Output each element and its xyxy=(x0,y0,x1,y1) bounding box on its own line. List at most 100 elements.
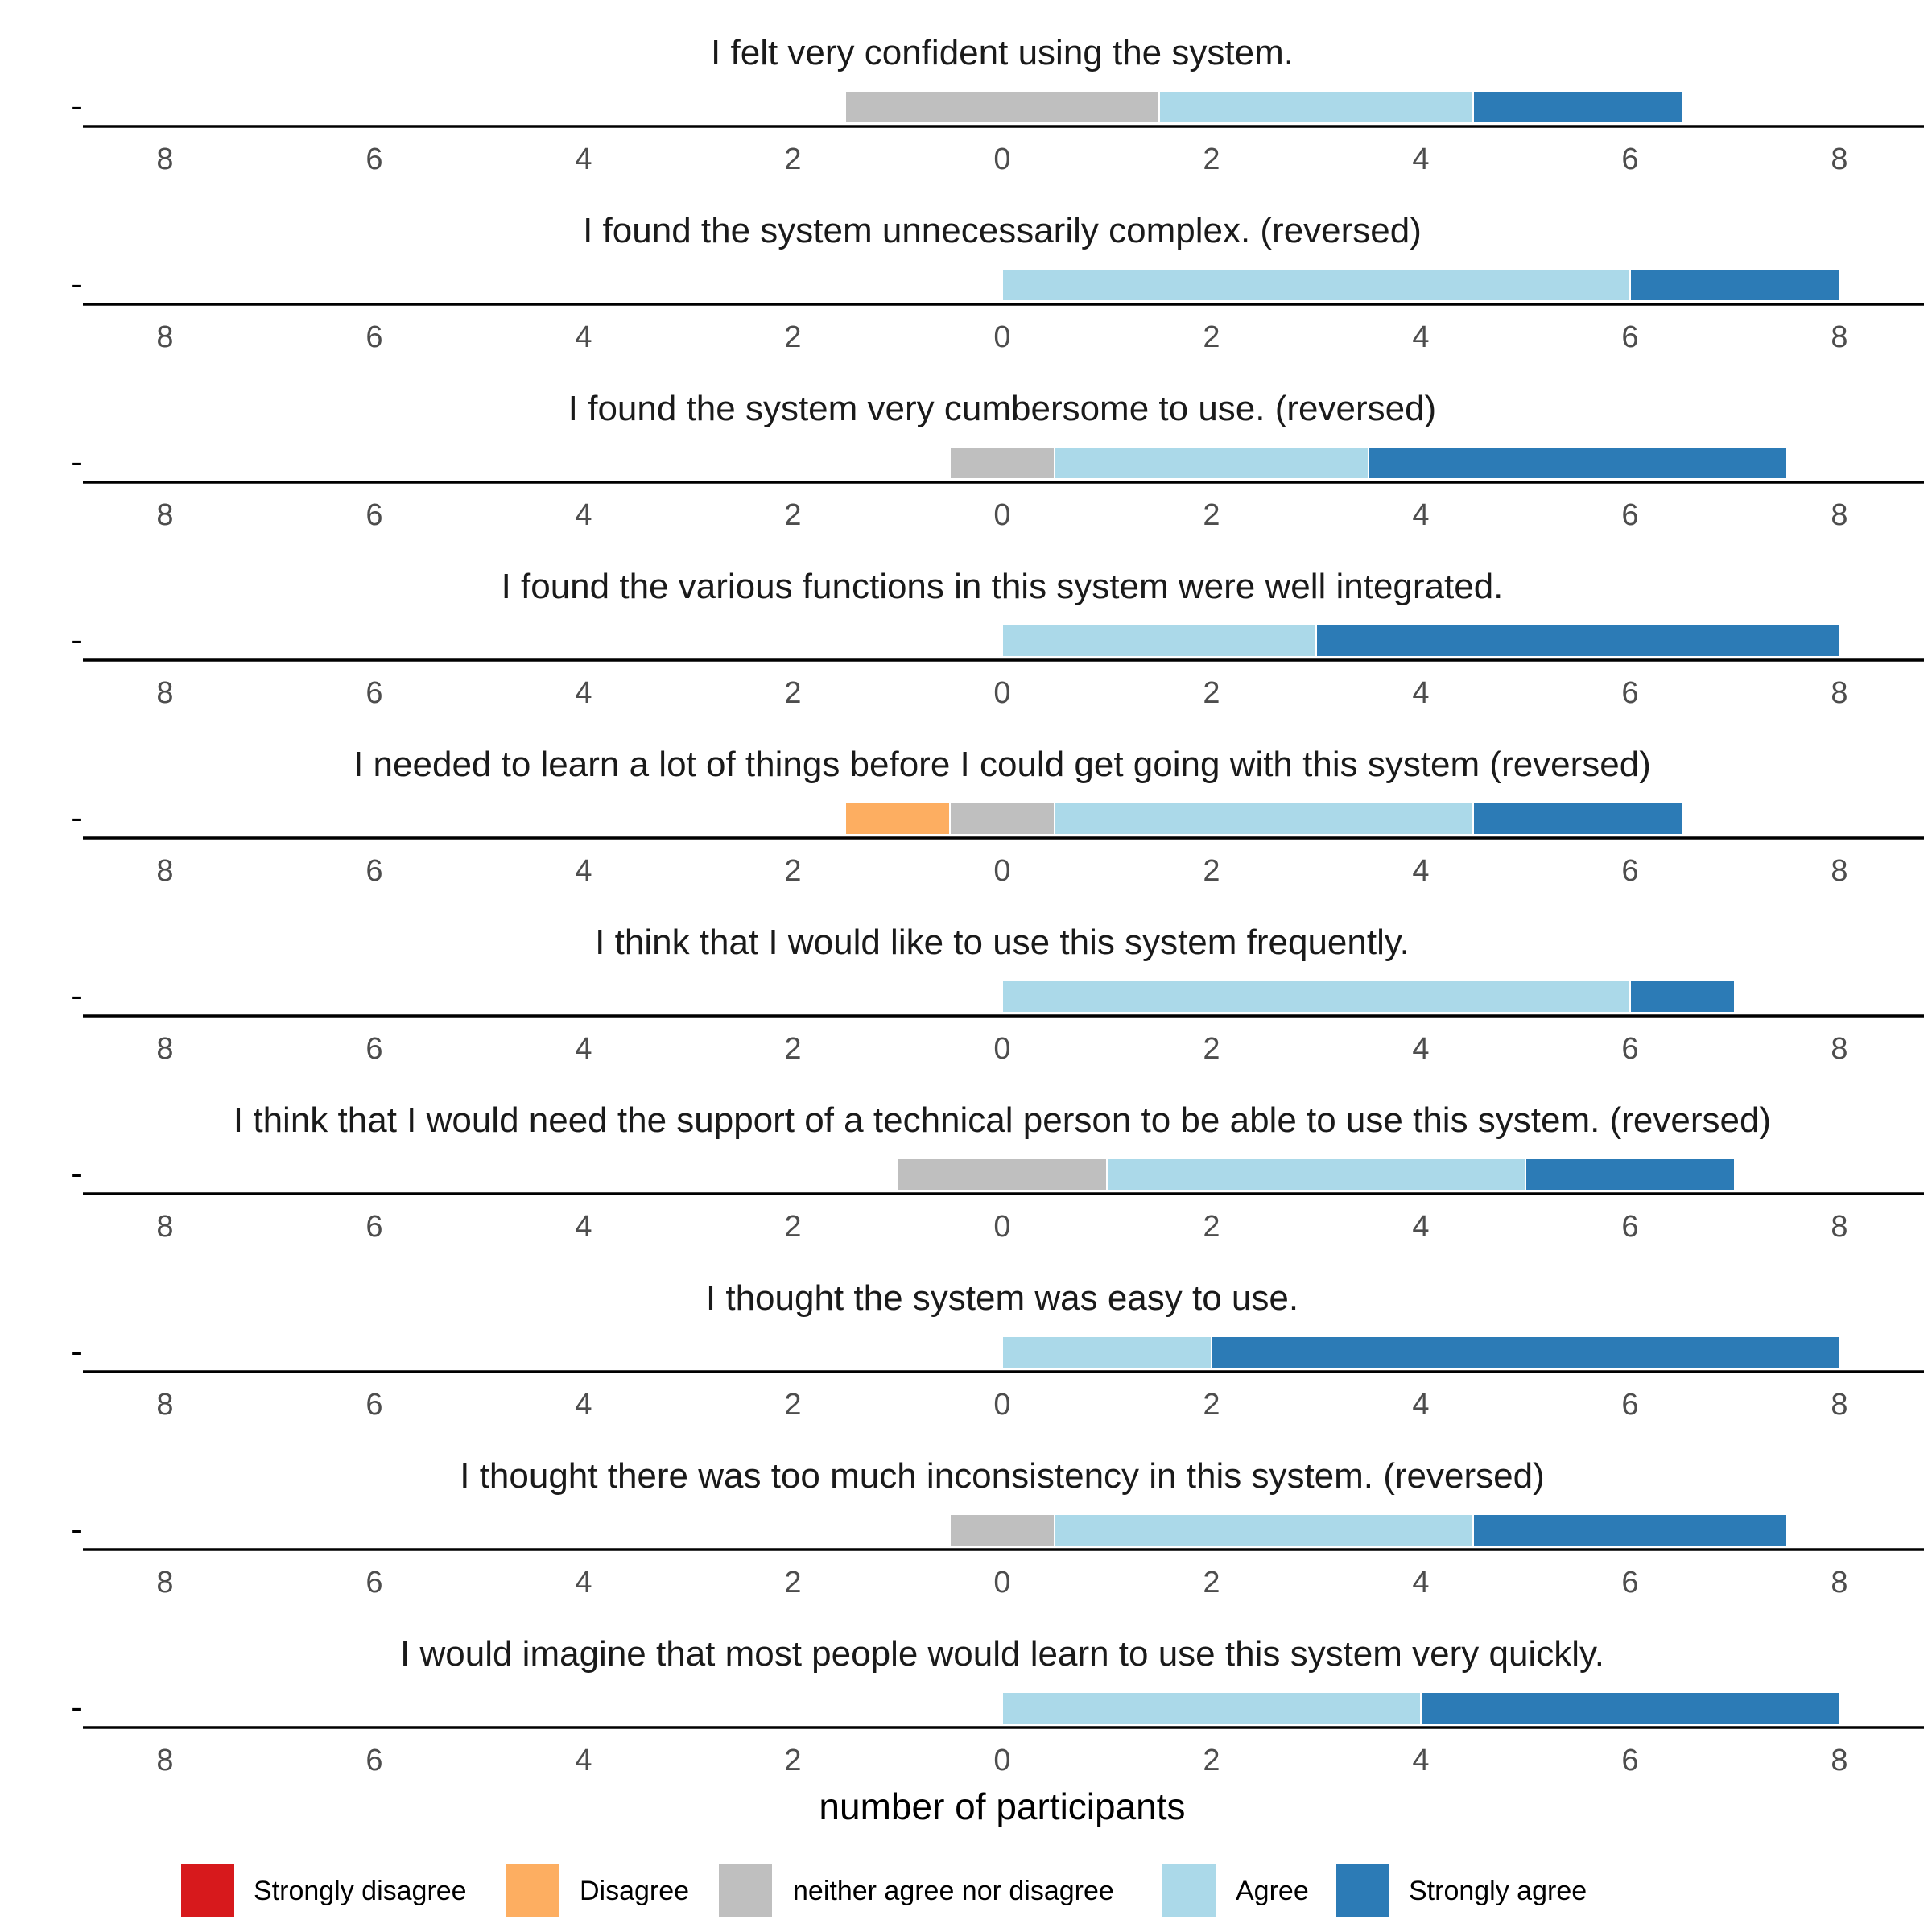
x-tick-label: 4 xyxy=(1412,142,1429,176)
legend-swatch xyxy=(719,1864,772,1917)
bar-segment xyxy=(1525,1158,1736,1191)
panels: I felt very confident using the system. -… xyxy=(71,33,1924,1777)
panel: I think that I would need the support of… xyxy=(71,1100,1924,1244)
panel-title: I found the system unnecessarily complex… xyxy=(583,211,1422,250)
x-tick-label: 4 xyxy=(575,1744,592,1777)
legend-label: Strongly agree xyxy=(1409,1876,1587,1906)
legend-label: neither agree nor disagree xyxy=(793,1876,1114,1906)
bar-segment xyxy=(844,802,951,836)
x-tick-label: 6 xyxy=(365,854,382,888)
bar-segment xyxy=(949,1513,1055,1547)
legend-label: Agree xyxy=(1236,1876,1309,1906)
x-tick-label: 8 xyxy=(1831,320,1847,354)
x-tick-label: 2 xyxy=(1203,320,1220,354)
x-tick-label: 2 xyxy=(1203,1210,1220,1244)
x-tick-label: 0 xyxy=(993,320,1010,354)
x-tick-label: 8 xyxy=(1831,854,1847,888)
x-tick-label: 2 xyxy=(1203,676,1220,710)
x-tick-label: 2 xyxy=(1203,1032,1220,1066)
bar-segment xyxy=(1001,1691,1422,1725)
x-tick-label: 2 xyxy=(1203,498,1220,532)
bar-segment xyxy=(1472,90,1683,124)
x-tick-label: 2 xyxy=(784,1032,801,1066)
y-tick-label: - xyxy=(71,978,81,1013)
x-tick-label: 8 xyxy=(1831,1744,1847,1777)
bar-segment xyxy=(1472,802,1683,836)
x-tick-label: 2 xyxy=(784,498,801,532)
x-tick-label: 2 xyxy=(1203,1744,1220,1777)
x-tick-label: 0 xyxy=(993,854,1010,888)
panel-title: I needed to learn a lot of things before… xyxy=(353,745,1651,784)
panel: I found the system unnecessarily complex… xyxy=(71,211,1924,354)
x-tick-label: 8 xyxy=(1831,1032,1847,1066)
x-tick-label: 4 xyxy=(1412,1566,1429,1600)
x-tick-label: 8 xyxy=(156,1744,173,1777)
x-tick-label: 4 xyxy=(1412,498,1429,532)
x-tick-label: 4 xyxy=(575,1566,592,1600)
bar-segment xyxy=(1315,624,1840,658)
y-tick-label: - xyxy=(71,89,81,124)
x-tick-label: 2 xyxy=(784,320,801,354)
legend: Strongly disagree Disagree neither agree n… xyxy=(181,1864,1587,1917)
x-tick-label: 8 xyxy=(156,1210,173,1244)
x-tick-label: 2 xyxy=(784,1566,801,1600)
x-tick-label: 6 xyxy=(1621,1566,1638,1600)
legend-label: Disagree xyxy=(580,1876,689,1906)
x-tick-label: 8 xyxy=(156,1388,173,1422)
bar-segment xyxy=(1368,446,1788,480)
x-tick-label: 6 xyxy=(365,320,382,354)
x-tick-label: 6 xyxy=(365,1566,382,1600)
x-tick-label: 0 xyxy=(993,1388,1010,1422)
x-tick-label: 6 xyxy=(1621,1388,1638,1422)
legend-swatch xyxy=(181,1864,234,1917)
y-tick-label: - xyxy=(71,444,81,480)
legend-label: Strongly disagree xyxy=(254,1876,467,1906)
legend-swatch xyxy=(1162,1864,1216,1917)
bar-segment xyxy=(1420,1691,1840,1725)
x-tick-label: 0 xyxy=(993,1566,1010,1600)
bar-segment xyxy=(1001,1335,1212,1369)
x-tick-label: 4 xyxy=(1412,854,1429,888)
x-tick-label: 6 xyxy=(365,1388,382,1422)
panel-title: I think that I would like to use this sy… xyxy=(595,923,1410,962)
x-tick-label: 4 xyxy=(575,1032,592,1066)
x-tick-label: 6 xyxy=(365,1744,382,1777)
x-tick-label: 4 xyxy=(575,676,592,710)
x-tick-label: 4 xyxy=(1412,1388,1429,1422)
bar-segment xyxy=(949,446,1055,480)
y-tick-label: - xyxy=(71,622,81,658)
x-tick-label: 8 xyxy=(1831,1388,1847,1422)
legend-item: neither agree nor disagree xyxy=(719,1864,1114,1917)
legend-swatch xyxy=(1336,1864,1389,1917)
legend-item: Disagree xyxy=(506,1864,689,1917)
x-tick-label: 6 xyxy=(1621,676,1638,710)
panel-title: I found the various functions in this sy… xyxy=(502,567,1504,606)
bar-segment xyxy=(1001,624,1317,658)
y-tick-label: - xyxy=(71,1156,81,1191)
x-tick-label: 2 xyxy=(784,142,801,176)
bar-segment xyxy=(844,90,1160,124)
panel: I thought the system was easy to use. - 8 6… xyxy=(71,1278,1924,1422)
x-tick-label: 2 xyxy=(784,1388,801,1422)
x-tick-label: 4 xyxy=(575,142,592,176)
x-tick-label: 6 xyxy=(1621,320,1638,354)
x-tick-label: 6 xyxy=(365,498,382,532)
x-tick-label: 2 xyxy=(1203,854,1220,888)
x-tick-label: 2 xyxy=(1203,1388,1220,1422)
bar-segment xyxy=(1158,90,1474,124)
y-tick-label: - xyxy=(71,1334,81,1369)
x-tick-label: 0 xyxy=(993,1744,1010,1777)
bar-segment xyxy=(1054,1513,1474,1547)
x-tick-label: 6 xyxy=(365,1210,382,1244)
x-tick-label: 8 xyxy=(156,854,173,888)
x-tick-label: 6 xyxy=(1621,1744,1638,1777)
legend-item: Strongly agree xyxy=(1336,1864,1587,1917)
x-tick-label: 4 xyxy=(575,854,592,888)
legend-item: Agree xyxy=(1162,1864,1309,1917)
x-tick-label: 6 xyxy=(1621,1032,1638,1066)
panel-title: I found the system very cumbersome to us… xyxy=(568,389,1436,428)
x-tick-label: 8 xyxy=(156,676,173,710)
x-tick-label: 0 xyxy=(993,1032,1010,1066)
x-tick-label: 8 xyxy=(1831,142,1847,176)
